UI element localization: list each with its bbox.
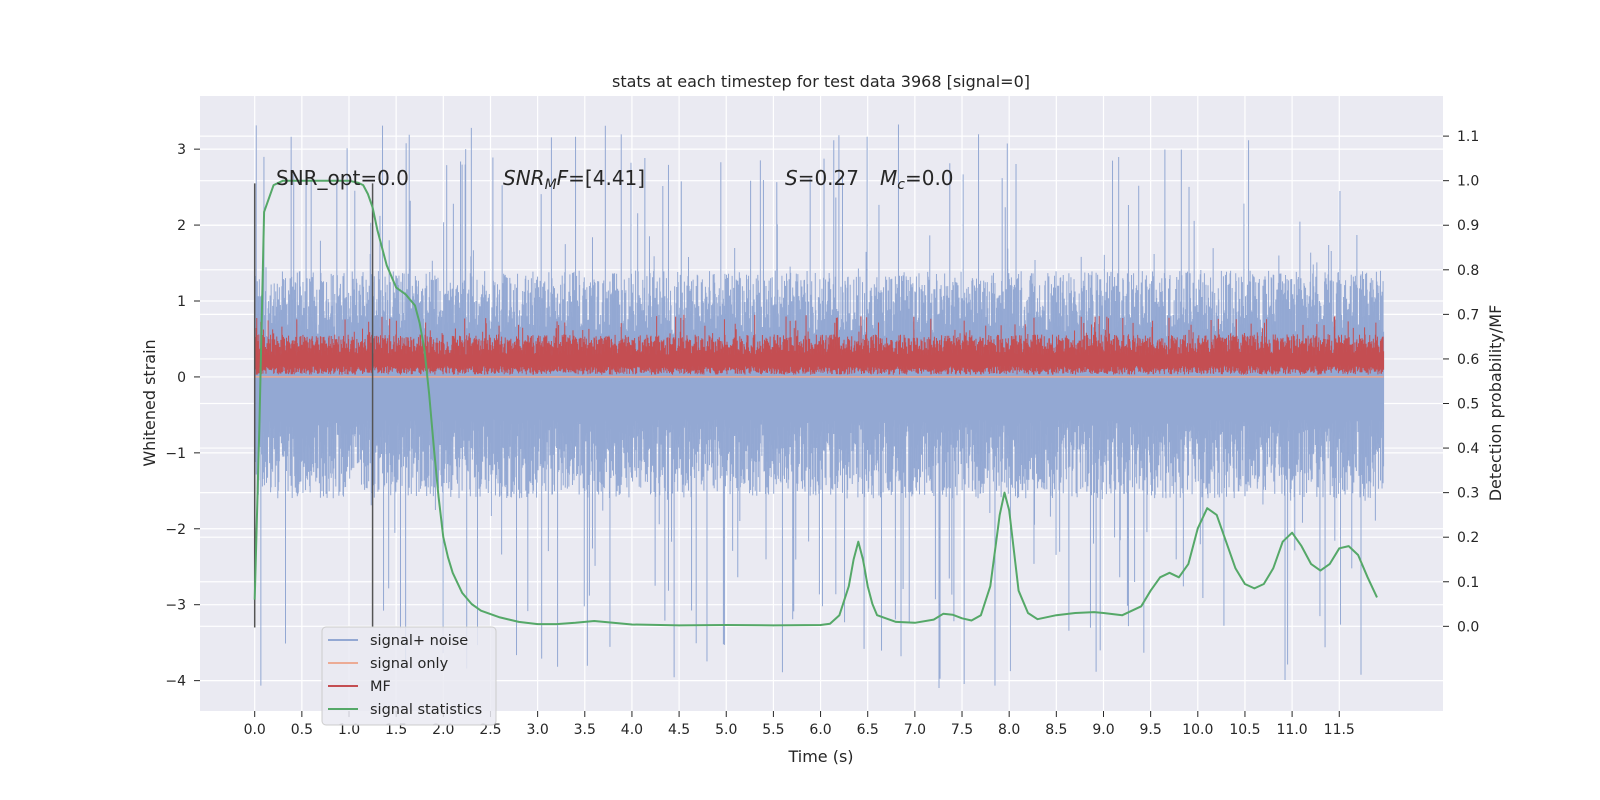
series-signal-statistics bbox=[253, 179, 1378, 627]
annotation-snr-mf-value: =[4.41] bbox=[568, 166, 645, 190]
x-tick-label: 8.0 bbox=[998, 722, 1020, 738]
annotation-mc-symbol: M bbox=[880, 166, 897, 190]
annotation-s-value: =0.27 bbox=[798, 166, 859, 190]
x-tick-label: 6.5 bbox=[857, 722, 879, 738]
x-tick-label: 3.0 bbox=[526, 722, 548, 738]
y-right-tick-label: 0.1 bbox=[1457, 575, 1479, 591]
x-tick-label: 5.0 bbox=[715, 722, 737, 738]
y-right-tick-label: 0.6 bbox=[1457, 352, 1479, 368]
legend-label-mf: MF bbox=[370, 679, 391, 695]
y-left-tick-label: −1 bbox=[165, 446, 186, 462]
y-right-tick-label: 0.4 bbox=[1457, 441, 1479, 457]
y-right-axis-ticks: 1.1 1.0 0.9 0.8 0.7 0.6 0.5 0.4 0.3 0.2 0.1 0.0 bbox=[1443, 129, 1479, 635]
annotation-mc: Mc=0.0 bbox=[880, 166, 954, 193]
annotation-mc-value: =0.0 bbox=[905, 166, 954, 190]
x-tick-label: 9.5 bbox=[1140, 722, 1162, 738]
y-right-tick-label: 0.7 bbox=[1457, 307, 1479, 323]
y-right-tick-label: 0.8 bbox=[1457, 263, 1479, 279]
y-right-tick-label: 0.9 bbox=[1457, 218, 1479, 234]
y-left-axis-title: Whitened strain bbox=[140, 339, 159, 466]
x-tick-label: 10.0 bbox=[1182, 722, 1213, 738]
y-right-tick-label: 1.0 bbox=[1457, 174, 1479, 190]
annotation-mc-subscript: c bbox=[897, 177, 905, 193]
y-left-tick-label: 1 bbox=[177, 294, 186, 310]
y-right-tick-label: 0.5 bbox=[1457, 397, 1479, 413]
legend-box bbox=[321, 626, 497, 726]
y-left-tick-label: −4 bbox=[165, 674, 186, 690]
y-left-tick-label: 2 bbox=[177, 218, 186, 234]
x-tick-label: 10.5 bbox=[1229, 722, 1260, 738]
x-tick-label: 0.5 bbox=[291, 722, 313, 738]
legend-label-signal-noise: signal+ noise bbox=[370, 633, 468, 649]
x-tick-label: 3.5 bbox=[574, 722, 596, 738]
y-right-tick-label: 0.0 bbox=[1457, 619, 1479, 635]
x-tick-label: 4.0 bbox=[621, 722, 643, 738]
x-tick-label: 4.5 bbox=[668, 722, 690, 738]
x-tick-label: 7.5 bbox=[951, 722, 973, 738]
annotation-s: S=0.27 bbox=[785, 166, 859, 190]
y-right-tick-label: 1.1 bbox=[1457, 129, 1479, 145]
annotation-s-symbol: S bbox=[785, 166, 798, 190]
legend-label-signal-only: signal only bbox=[370, 656, 449, 672]
vertical-markers bbox=[253, 183, 374, 628]
y-right-tick-label: 0.3 bbox=[1457, 486, 1479, 502]
chart-title: stats at each timestep for test data 396… bbox=[612, 72, 1030, 91]
y-left-tick-label: −3 bbox=[165, 598, 186, 614]
signal-statistics-line bbox=[253, 179, 1378, 627]
x-tick-label: 7.0 bbox=[904, 722, 926, 738]
y-left-tick-label: 0 bbox=[177, 370, 186, 386]
x-tick-label: 11.0 bbox=[1277, 722, 1308, 738]
x-axis-ticks: 0.0 0.5 1.0 1.5 2.0 2.5 3.0 3.5 4.0 4.5 5.0 5.5 6.0 6… bbox=[244, 711, 1355, 738]
x-tick-label: 9.0 bbox=[1092, 722, 1114, 738]
x-axis-title: Time (s) bbox=[787, 747, 853, 766]
y-right-tick-label: 0.2 bbox=[1457, 530, 1479, 546]
y-left-axis-ticks: 3 2 1 0 −1 −2 −3 −4 bbox=[165, 142, 200, 690]
y-right-axis-title: Detection probability/MF bbox=[1486, 305, 1505, 502]
annotation-snr-mf-subscript: M bbox=[545, 177, 557, 193]
y-left-tick-label: 3 bbox=[177, 142, 186, 158]
y-left-tick-label: −2 bbox=[165, 522, 186, 538]
x-tick-label: 0.0 bbox=[244, 722, 266, 738]
x-tick-label: 1.0 bbox=[338, 722, 360, 738]
x-tick-label: 2.5 bbox=[479, 722, 501, 738]
legend: signal+ noise signal only MF signal stat… bbox=[321, 626, 497, 726]
x-tick-label: 11.5 bbox=[1324, 722, 1355, 738]
annotation-snr-mf-symbol2: F bbox=[557, 166, 569, 190]
annotation-snr-opt: SNR_opt=0.0 bbox=[276, 166, 409, 190]
legend-label-signal-statistics: signal statistics bbox=[370, 702, 482, 718]
x-tick-label: 6.0 bbox=[809, 722, 831, 738]
x-tick-label: 2.0 bbox=[432, 722, 454, 738]
x-tick-label: 8.5 bbox=[1045, 722, 1067, 738]
annotation-snr-mf: SNRMF=[4.41] bbox=[503, 166, 645, 193]
x-tick-label: 5.5 bbox=[762, 722, 784, 738]
annotation-snr-mf-symbol: SNR bbox=[503, 166, 545, 190]
x-tick-label: 1.5 bbox=[385, 722, 407, 738]
